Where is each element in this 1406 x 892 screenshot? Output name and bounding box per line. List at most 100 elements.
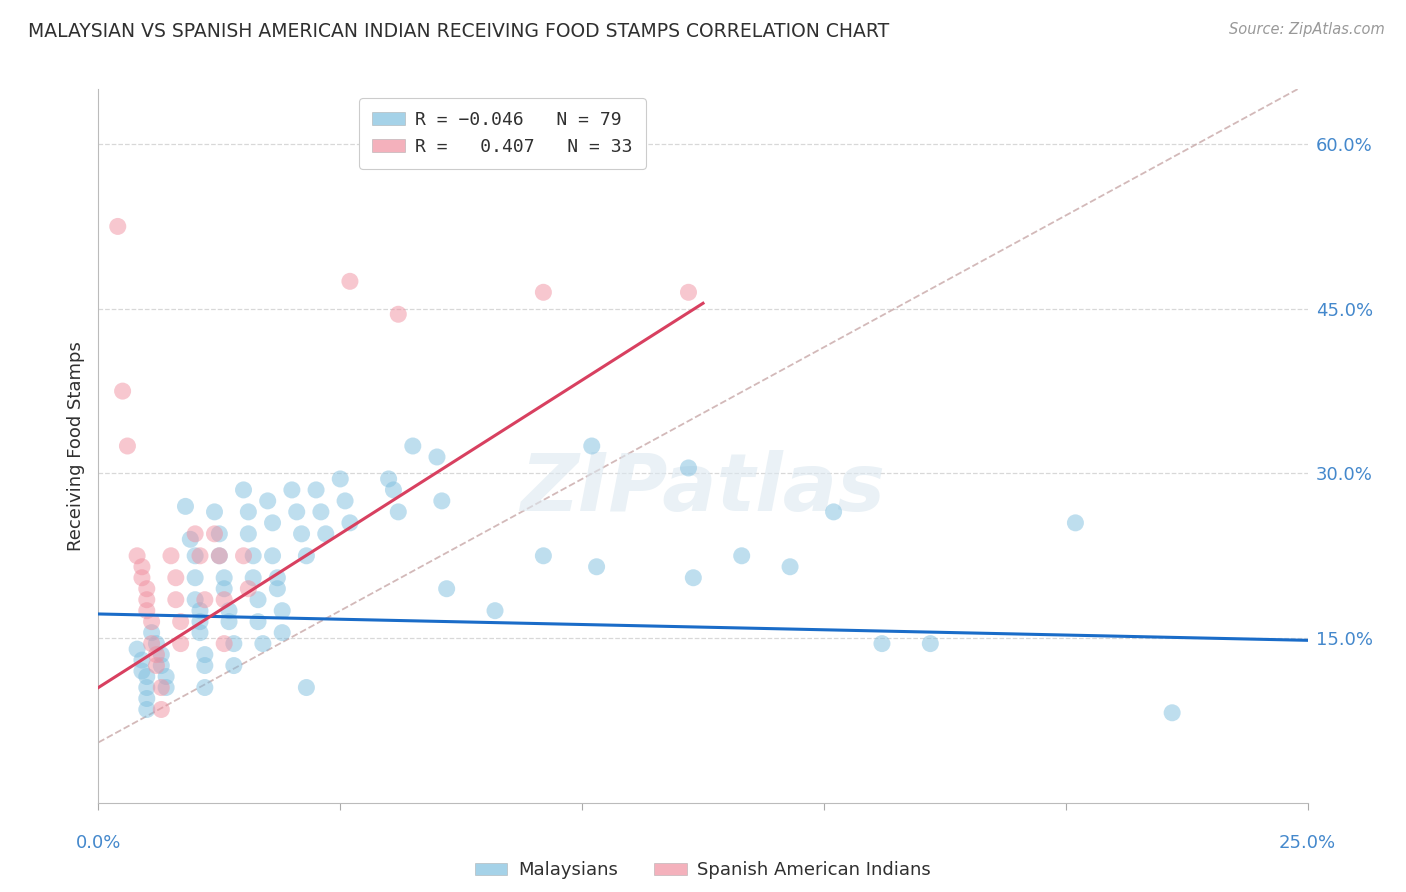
Point — [127, 642, 149, 657]
Point — [262, 549, 284, 563]
Point — [184, 526, 207, 541]
Point — [145, 658, 167, 673]
Point — [285, 505, 308, 519]
Point — [377, 472, 399, 486]
Point — [135, 669, 157, 683]
Text: MALAYSIAN VS SPANISH AMERICAN INDIAN RECEIVING FOOD STAMPS CORRELATION CHART: MALAYSIAN VS SPANISH AMERICAN INDIAN REC… — [28, 22, 890, 41]
Point — [169, 615, 191, 629]
Point — [145, 648, 167, 662]
Point — [305, 483, 328, 497]
Point — [247, 615, 270, 629]
Point — [141, 615, 163, 629]
Point — [242, 571, 264, 585]
Point — [1161, 706, 1184, 720]
Point — [204, 526, 226, 541]
Point — [678, 461, 700, 475]
Point — [155, 681, 177, 695]
Point — [295, 549, 318, 563]
Point — [212, 592, 235, 607]
Point — [731, 549, 754, 563]
Point — [165, 592, 187, 607]
Point — [870, 637, 893, 651]
Legend: Malaysians, Spanish American Indians: Malaysians, Spanish American Indians — [468, 855, 938, 887]
Text: 25.0%: 25.0% — [1279, 834, 1336, 852]
Point — [184, 592, 207, 607]
Point — [271, 604, 294, 618]
Point — [329, 472, 352, 486]
Point — [678, 285, 700, 300]
Point — [484, 604, 506, 618]
Point — [262, 516, 284, 530]
Point — [141, 637, 163, 651]
Point — [436, 582, 458, 596]
Point — [256, 494, 278, 508]
Point — [1064, 516, 1087, 530]
Point — [155, 669, 177, 683]
Point — [271, 625, 294, 640]
Point — [426, 450, 449, 464]
Point — [160, 549, 183, 563]
Point — [135, 604, 157, 618]
Text: ZIPatlas: ZIPatlas — [520, 450, 886, 528]
Point — [238, 582, 260, 596]
Point — [135, 582, 157, 596]
Point — [141, 625, 163, 640]
Point — [145, 637, 167, 651]
Point — [218, 604, 240, 618]
Point — [184, 549, 207, 563]
Point — [238, 526, 260, 541]
Point — [387, 307, 409, 321]
Point — [212, 637, 235, 651]
Point — [212, 571, 235, 585]
Point — [150, 681, 173, 695]
Point — [150, 702, 173, 716]
Point — [194, 592, 217, 607]
Point — [208, 526, 231, 541]
Point — [266, 582, 288, 596]
Point — [135, 702, 157, 716]
Point — [232, 549, 254, 563]
Point — [779, 559, 801, 574]
Point — [194, 648, 217, 662]
Point — [266, 571, 288, 585]
Point — [169, 637, 191, 651]
Point — [131, 664, 153, 678]
Text: Source: ZipAtlas.com: Source: ZipAtlas.com — [1229, 22, 1385, 37]
Point — [194, 681, 217, 695]
Point — [387, 505, 409, 519]
Point — [135, 681, 157, 695]
Point — [131, 653, 153, 667]
Point — [188, 604, 211, 618]
Point — [402, 439, 425, 453]
Point — [135, 592, 157, 607]
Point — [222, 658, 245, 673]
Y-axis label: Receiving Food Stamps: Receiving Food Stamps — [66, 341, 84, 551]
Point — [165, 571, 187, 585]
Point — [111, 384, 134, 398]
Point — [585, 559, 607, 574]
Point — [382, 483, 405, 497]
Point — [581, 439, 603, 453]
Point — [131, 571, 153, 585]
Text: 0.0%: 0.0% — [76, 834, 121, 852]
Point — [204, 505, 226, 519]
Point — [281, 483, 304, 497]
Point — [188, 615, 211, 629]
Point — [252, 637, 274, 651]
Point — [247, 592, 270, 607]
Point — [531, 285, 554, 300]
Point — [295, 681, 318, 695]
Point — [117, 439, 139, 453]
Point — [208, 549, 231, 563]
Point — [179, 533, 201, 547]
Point — [823, 505, 845, 519]
Point — [315, 526, 337, 541]
Point — [127, 549, 149, 563]
Point — [208, 549, 231, 563]
Point — [430, 494, 453, 508]
Point — [188, 549, 211, 563]
Point — [682, 571, 704, 585]
Point — [333, 494, 356, 508]
Point — [150, 658, 173, 673]
Point — [309, 505, 332, 519]
